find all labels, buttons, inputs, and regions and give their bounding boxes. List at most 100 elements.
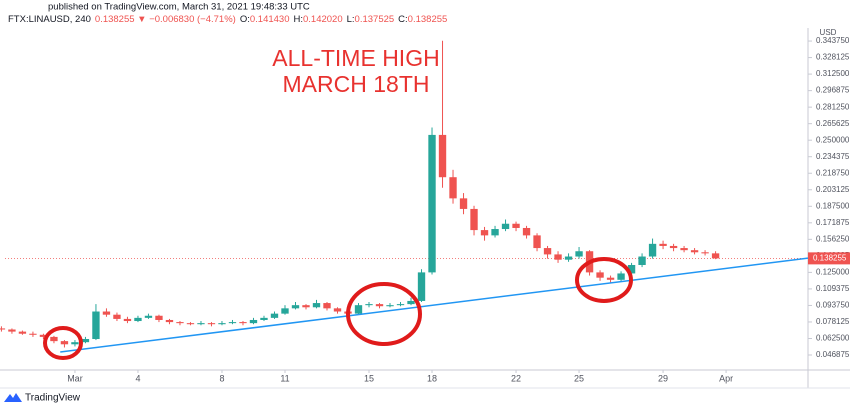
- x-tick-label: 15: [364, 373, 374, 383]
- candle-body: [291, 305, 300, 309]
- candle-body: [218, 323, 226, 325]
- candle-body: [428, 134, 436, 273]
- y-tick-label: 0.296875: [816, 86, 850, 95]
- candle-body: [18, 331, 27, 334]
- quote-value: 0.137525: [355, 14, 395, 25]
- y-tick-label: 0.062500: [816, 334, 850, 343]
- y-tick-label: 0.281250: [816, 102, 850, 111]
- highlight-circle: [43, 326, 83, 360]
- candle-body: [176, 322, 184, 324]
- currency: USD: [820, 28, 837, 37]
- candle-body: [512, 223, 520, 228]
- candle-body: [39, 334, 48, 337]
- candle-body: [543, 248, 552, 255]
- y-tick-label: 0.093750: [816, 301, 850, 310]
- candle-body: [354, 305, 363, 314]
- candle-body: [470, 208, 478, 231]
- candle-body: [8, 329, 16, 332]
- quote-label: O:: [240, 14, 250, 25]
- candle-body: [491, 229, 499, 236]
- candle-body: [249, 319, 258, 324]
- candle-body: [312, 303, 321, 308]
- quote-text: FTX:LINAUSD, 240 0.138255 ▼ −0.006830 (−4…: [8, 14, 447, 25]
- candle-body: [564, 256, 573, 260]
- quote-label: H:: [293, 14, 303, 25]
- x-tick-label: 8: [219, 373, 224, 383]
- y-tick-label: 0.328125: [816, 53, 850, 62]
- x-tick-label: 22: [511, 373, 521, 383]
- candle-body: [239, 322, 247, 324]
- quote-label: L:: [347, 14, 355, 25]
- x-tick-label: Mar: [67, 373, 83, 383]
- candle-body: [596, 272, 604, 278]
- candle-body: [197, 323, 205, 325]
- candle-body: [123, 318, 132, 322]
- candle-body: [92, 311, 100, 340]
- candle-body: [396, 304, 405, 306]
- quote-value: 0.141430: [250, 14, 290, 25]
- x-tick-label: 29: [658, 373, 668, 383]
- logo: TradingView: [25, 393, 81, 404]
- y-tick-label: 0.078125: [816, 317, 850, 326]
- candle-body: [375, 304, 384, 307]
- candle-body: [71, 342, 79, 345]
- candle-body: [207, 323, 216, 325]
- candle-body: [81, 339, 90, 343]
- highlight-circle: [575, 257, 633, 303]
- candle-body: [659, 243, 667, 246]
- y-tick-label: 0.234375: [816, 152, 850, 161]
- y-tick-label: 0.187500: [816, 201, 850, 210]
- published: published on TradingView.com, March 31, …: [48, 2, 310, 13]
- candle-body: [113, 314, 121, 319]
- candle-body: [522, 227, 531, 236]
- y-tick-label: 0.250000: [816, 135, 850, 144]
- price-tag: [808, 252, 850, 265]
- candle-body: [102, 311, 111, 315]
- candle-body: [638, 256, 646, 265]
- candle-body: [501, 223, 510, 230]
- candle-body: [386, 305, 394, 307]
- x-tick-label: 11: [280, 373, 289, 383]
- candle-body: [627, 264, 636, 274]
- candle-body: [165, 319, 174, 323]
- quote-label: C:: [398, 14, 408, 25]
- y-tick-label: 0.218750: [816, 168, 850, 177]
- y-tick-label: 0.312500: [816, 69, 850, 78]
- plot: [0, 40, 812, 373]
- annotation: ALL-TIME HIGH: [272, 45, 439, 71]
- candle-body: [680, 248, 688, 251]
- candle-body: [228, 322, 237, 324]
- y-tick-label: 0.156250: [816, 234, 850, 243]
- candle-body: [606, 277, 615, 280]
- candle-body: [407, 300, 415, 305]
- candle-body: [155, 315, 163, 320]
- candle-body: [333, 308, 342, 312]
- candle-body: [449, 177, 457, 199]
- candle-body: [690, 250, 699, 253]
- quote-line: FTX:LINAUSD, 240 0.138255 ▼ −0.006830 (−4…: [8, 14, 447, 25]
- candle-body: [701, 252, 709, 254]
- price-tag-label: 0.138255: [813, 253, 847, 262]
- candle-body: [134, 317, 142, 322]
- trendline: [60, 257, 809, 353]
- candle-body: [648, 243, 657, 257]
- candle-body: [417, 272, 426, 301]
- candle-body: [533, 235, 541, 249]
- candle-body: [144, 315, 153, 318]
- x-tick-label: 4: [135, 373, 140, 383]
- symbol: FTX:LINAUSD, 240: [8, 14, 91, 25]
- candle-body: [0, 328, 6, 330]
- y-tick-label: 0.125000: [816, 267, 850, 276]
- highlight-circle: [346, 282, 422, 346]
- x-tick-label: Apr: [719, 373, 733, 383]
- candle-body: [438, 134, 447, 178]
- quote-value: 0.142020: [303, 14, 343, 25]
- candle-body: [480, 230, 489, 236]
- candle-body: [186, 323, 195, 325]
- candle-body: [302, 305, 310, 308]
- candle-body: [260, 317, 268, 320]
- x-tick-label: 18: [427, 373, 437, 383]
- x-tick-label: 25: [574, 373, 584, 383]
- candle-body: [459, 198, 468, 209]
